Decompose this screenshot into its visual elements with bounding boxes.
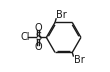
Text: Br: Br [74,55,84,65]
Text: O: O [34,23,42,33]
Text: S: S [35,32,41,42]
Text: Br: Br [56,10,67,20]
Text: Cl: Cl [21,32,30,42]
Text: O: O [34,42,42,52]
